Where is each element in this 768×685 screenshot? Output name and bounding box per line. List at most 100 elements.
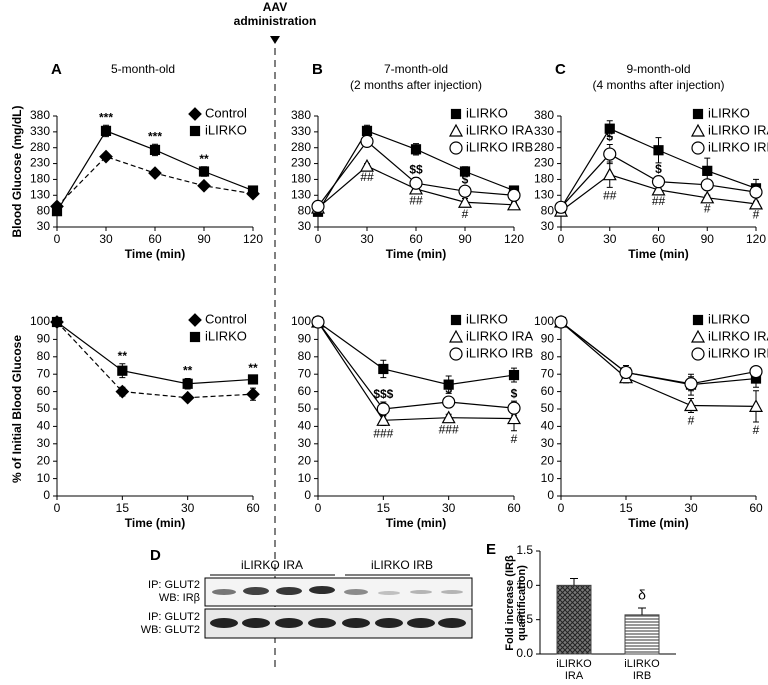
y-tick-label: 180 [30,172,50,186]
y-tick-label: 90 [541,332,555,346]
x-tick-label: 0 [315,232,322,246]
marker [100,125,112,137]
y-tick-label: 230 [291,156,311,170]
y-tick-label: 280 [534,140,554,154]
y-tick-label: 380 [534,108,554,122]
legend-label: iLIRKO [708,105,750,120]
y-tick-label: 70 [298,366,312,380]
x-tick-label: 30 [181,501,195,515]
marker [361,125,373,137]
x-tick-label: 90 [197,232,211,246]
marker [182,378,193,389]
marker [506,411,522,425]
y-tick-label: 100 [291,314,311,328]
marker [359,158,375,172]
x-tick-label: iLIRKO IRB [624,658,660,682]
marker [198,166,210,177]
header-text: AAV [263,0,287,14]
chart-title: 7-month-old [384,62,448,76]
blot-bands [210,586,466,628]
y-axis-label: Fold increase (IRβ quantification) [504,554,528,651]
y-tick-label: 0 [547,488,554,502]
x-tick-label: 60 [652,232,666,246]
series-line [56,321,254,385]
x-axis-label: Time (min) [386,516,446,530]
marker [702,165,713,176]
marker [748,399,764,412]
arrow [270,36,280,44]
y-tick-label: 50 [298,401,312,415]
y-tick-label: 1.5 [516,543,533,557]
series-line [317,321,515,410]
y-tick-label: 30 [37,436,51,450]
marker [117,365,128,376]
y-tick-label: 30 [541,436,555,450]
y-tick-label: 280 [291,140,311,154]
y-tick-label: 330 [291,124,311,138]
legend-label: iLIRKO [466,311,508,326]
marker [619,365,633,380]
legend-marker [692,314,704,326]
y-tick-label: 10 [37,471,51,485]
x-tick-label: 15 [116,501,130,515]
marker [51,316,63,328]
legend-marker [189,331,201,343]
x-tick-label: 30 [442,501,456,515]
legend-marker [691,347,705,361]
marker [459,166,471,177]
marker [603,147,617,161]
y-tick-label: 40 [37,419,51,433]
y-tick-label: 0 [304,488,311,502]
legend-marker [448,329,464,343]
y-tick-label: 0.0 [516,646,533,660]
y-tick-label: 80 [541,349,555,363]
legend-label: Control [205,311,247,326]
annotation: $$$ [373,387,393,401]
marker [602,167,617,181]
legend-marker [448,123,464,137]
y-tick-label: 80 [37,203,51,217]
y-tick-label: 90 [298,332,312,346]
annotation: *** [99,110,113,124]
annotation: # [704,202,711,216]
y-tick-label: 40 [541,419,555,433]
marker [376,402,390,416]
marker [554,200,568,214]
panel-letter: E [486,541,496,558]
y-tick-label: 80 [298,349,312,363]
series-line [317,321,515,386]
series-line [317,321,515,421]
y-tick-label: 10 [541,471,555,485]
marker [376,413,391,426]
x-tick-label: 60 [749,501,763,515]
y-tick-label: 10 [298,471,312,485]
legend-label: iLIRKO [466,105,508,120]
x-axis-label: Time (min) [628,247,688,261]
annotation: ** [118,349,128,363]
y-tick-label: 30 [37,219,51,233]
y-tick-label: 80 [541,203,555,217]
marker [683,398,699,412]
legend-marker [188,107,202,121]
annotation: $ [655,162,662,176]
y-tick-label: 180 [291,172,311,186]
annotation: # [462,207,469,221]
marker [457,195,473,208]
x-tick-label: iLIRKO IRA [556,658,592,682]
marker [410,144,422,155]
annotation: # [753,423,760,437]
y-tick-label: 330 [534,124,554,138]
y-tick-label: 20 [37,453,51,467]
y-tick-label: 70 [541,366,555,380]
annotation: ### [373,427,393,441]
chart-subtitle: (4 months after injection) [592,78,724,92]
legend-marker [188,313,202,327]
annotation: ** [183,364,193,378]
legend-label: iLIRKO IRA [466,328,534,343]
panel-letter: D [150,547,161,564]
x-tick-label: 0 [315,501,322,515]
marker [197,178,211,193]
x-axis-label: Time (min) [125,516,185,530]
blot-group: iLIRKO IRA [241,558,303,572]
